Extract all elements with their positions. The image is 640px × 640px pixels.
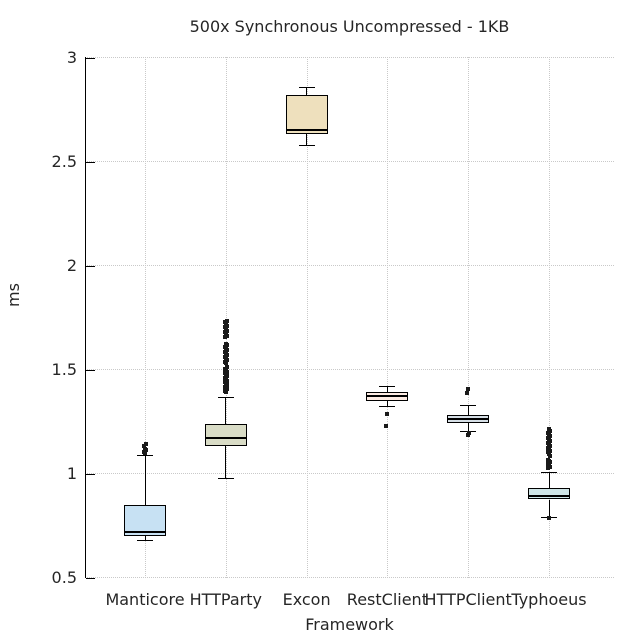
y-tick-mark [86, 473, 95, 475]
whisker-stem-lower-typhoeus [548, 499, 550, 518]
gridline-horizontal [85, 57, 614, 58]
x-tick-label: HTTPClient [424, 590, 512, 609]
y-tick-mark [86, 577, 95, 579]
chart-title: 500x Synchronous Uncompressed - 1KB [189, 17, 510, 36]
whisker-cap-upper-restclient [379, 386, 396, 388]
x-axis-title: Framework [305, 615, 394, 634]
x-tick-label: RestClient [346, 590, 428, 609]
whisker-stem-upper-manticore [144, 454, 146, 505]
box-manticore [124, 504, 166, 536]
x-tick-label: HTTParty [189, 590, 262, 609]
outlier-point-httparty [224, 318, 229, 323]
median-line-excon [285, 129, 328, 132]
outlier-point-manticore [142, 444, 146, 449]
median-line-restclient [366, 394, 409, 397]
median-line-manticore [124, 530, 166, 533]
whisker-stem-lower-restclient [386, 400, 388, 406]
median-line-httpclient [447, 418, 490, 421]
gridline-vertical [306, 57, 308, 578]
whisker-stem-upper-excon [306, 86, 308, 95]
outlier-point-restclient [385, 412, 390, 417]
whisker-stem-upper-httpclient [467, 404, 469, 416]
whisker-cap-upper-httpclient [460, 404, 477, 406]
x-tick-label: Typhoeus [511, 590, 587, 609]
whisker-stem-upper-httparty [225, 396, 227, 424]
outlier-point-typhoeus [547, 427, 551, 432]
outlier-point-httparty [224, 365, 229, 370]
whisker-stem-upper-typhoeus [548, 472, 550, 489]
median-line-httparty [204, 437, 247, 440]
whisker-cap-upper-excon [298, 86, 315, 88]
box-httparty [204, 423, 247, 447]
outlier-point-httpclient [466, 387, 471, 392]
whisker-cap-lower-restclient [379, 405, 396, 407]
median-line-typhoeus [528, 495, 570, 498]
gridline-vertical [549, 57, 550, 578]
y-tick-label: 2.5 [51, 151, 77, 171]
y-tick-label: 2 [66, 255, 77, 275]
y-tick-label: 1.5 [51, 359, 77, 379]
outlier-point-typhoeus [547, 516, 551, 521]
whisker-cap-lower-manticore [137, 540, 153, 542]
whisker-stem-lower-httparty [225, 446, 227, 478]
whisker-cap-lower-httparty [217, 477, 234, 479]
whisker-cap-upper-httparty [217, 396, 234, 398]
outlier-point-httpclient [466, 433, 471, 438]
whisker-stem-lower-excon [306, 134, 308, 145]
whisker-stem-lower-manticore [144, 535, 146, 541]
y-tick-label: 3 [66, 47, 77, 67]
whisker-cap-upper-manticore [137, 454, 153, 456]
gridline-horizontal [85, 161, 614, 162]
gridline-horizontal [85, 369, 614, 370]
y-tick-mark [86, 265, 95, 267]
gridline-vertical [145, 57, 146, 578]
gridline-horizontal [85, 473, 614, 474]
gridline-horizontal [85, 265, 614, 266]
gridline-vertical [387, 57, 389, 578]
y-tick-mark [86, 369, 95, 371]
y-tick-mark [86, 57, 95, 59]
outlier-point-restclient [384, 423, 389, 428]
whisker-stem-upper-restclient [386, 386, 388, 393]
outlier-point-httpclient [467, 430, 472, 435]
box-restclient [366, 392, 409, 401]
whisker-cap-upper-typhoeus [541, 472, 557, 474]
y-tick-label: 0.5 [51, 567, 77, 587]
x-tick-label: Excon [282, 590, 331, 609]
whisker-stem-lower-httpclient [467, 422, 469, 431]
whisker-cap-lower-excon [298, 144, 315, 146]
y-tick-mark [86, 161, 95, 163]
outlier-point-manticore [143, 446, 147, 451]
x-tick-label: Manticore [105, 590, 185, 609]
outlier-point-manticore [144, 441, 148, 446]
box-excon [285, 94, 328, 135]
gridline-horizontal [85, 577, 614, 578]
gridline-vertical [225, 57, 227, 578]
y-tick-label: 1 [66, 463, 77, 483]
gridline-vertical [468, 57, 470, 578]
outlier-point-httpclient [465, 391, 470, 396]
outlier-point-httparty [223, 341, 228, 346]
y-axis-line [85, 56, 86, 578]
outlier-point-typhoeus [546, 457, 550, 462]
box-typhoeus [528, 488, 570, 500]
